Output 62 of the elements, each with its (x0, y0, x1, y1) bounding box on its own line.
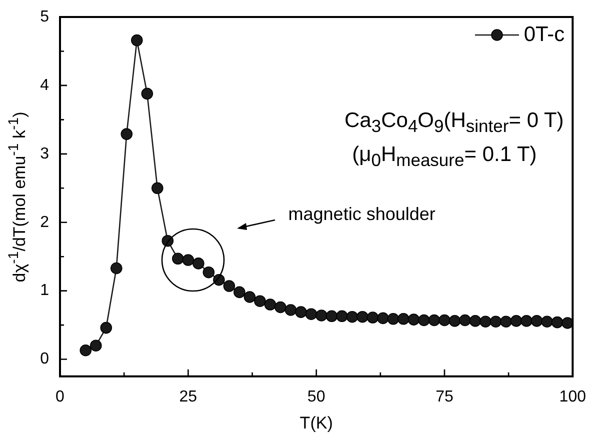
point (284, 304, 297, 316)
point (530, 315, 543, 327)
point (448, 315, 461, 327)
point (418, 314, 430, 326)
point (254, 295, 266, 307)
point (295, 306, 307, 318)
point (551, 316, 564, 328)
y-tick-label: 1 (40, 282, 50, 300)
x-tick-label: 25 (179, 388, 198, 406)
point (510, 315, 522, 327)
point (438, 314, 450, 326)
point (459, 314, 471, 326)
point (90, 340, 102, 352)
point (428, 314, 440, 326)
point (305, 308, 318, 320)
point (172, 252, 184, 265)
y-tick-label: 3 (40, 145, 50, 162)
point (100, 322, 112, 334)
point (120, 128, 133, 140)
point (131, 34, 143, 46)
y-tick-label: 4 (40, 76, 50, 94)
point (192, 258, 204, 270)
point (264, 298, 276, 310)
point (336, 310, 348, 322)
point (80, 344, 92, 356)
point (141, 88, 154, 100)
y-tick-label: 2 (40, 214, 50, 231)
point (408, 314, 420, 326)
point (562, 317, 573, 329)
point (346, 310, 358, 323)
x-tick-label: 100 (559, 388, 586, 406)
point (480, 316, 492, 328)
point (110, 262, 122, 274)
point (398, 312, 410, 325)
x-tick-label: 75 (436, 388, 454, 406)
point (500, 316, 512, 328)
point (223, 280, 236, 292)
point (366, 312, 379, 324)
point (244, 291, 256, 303)
legend-label: 0T-c (524, 23, 565, 47)
point (152, 182, 164, 194)
point (234, 286, 246, 298)
annotation: (μ$_{0}$H$_{measure}$= 0.1 T) (351, 143, 538, 173)
point (469, 315, 482, 327)
point (182, 254, 194, 266)
x-tick-label: 0 (56, 388, 65, 406)
annotation: magnetic shoulder (288, 204, 436, 226)
point (520, 315, 532, 327)
point (316, 310, 328, 322)
y-tick-label: 5 (40, 8, 50, 26)
y-tick-label: 0 (40, 350, 50, 368)
point (326, 310, 338, 322)
point (274, 301, 286, 314)
point (387, 312, 400, 325)
point (356, 310, 368, 323)
point (377, 312, 389, 324)
point (202, 266, 215, 278)
point (490, 316, 502, 328)
x-tick-label: 50 (307, 388, 326, 406)
text: Ca$_{3}$Co$_{4}$O$_{9}$(H$_{sinter}$= 0 T) (344, 109, 564, 137)
x-axis-title: T(K) (300, 413, 333, 432)
point (541, 316, 553, 328)
